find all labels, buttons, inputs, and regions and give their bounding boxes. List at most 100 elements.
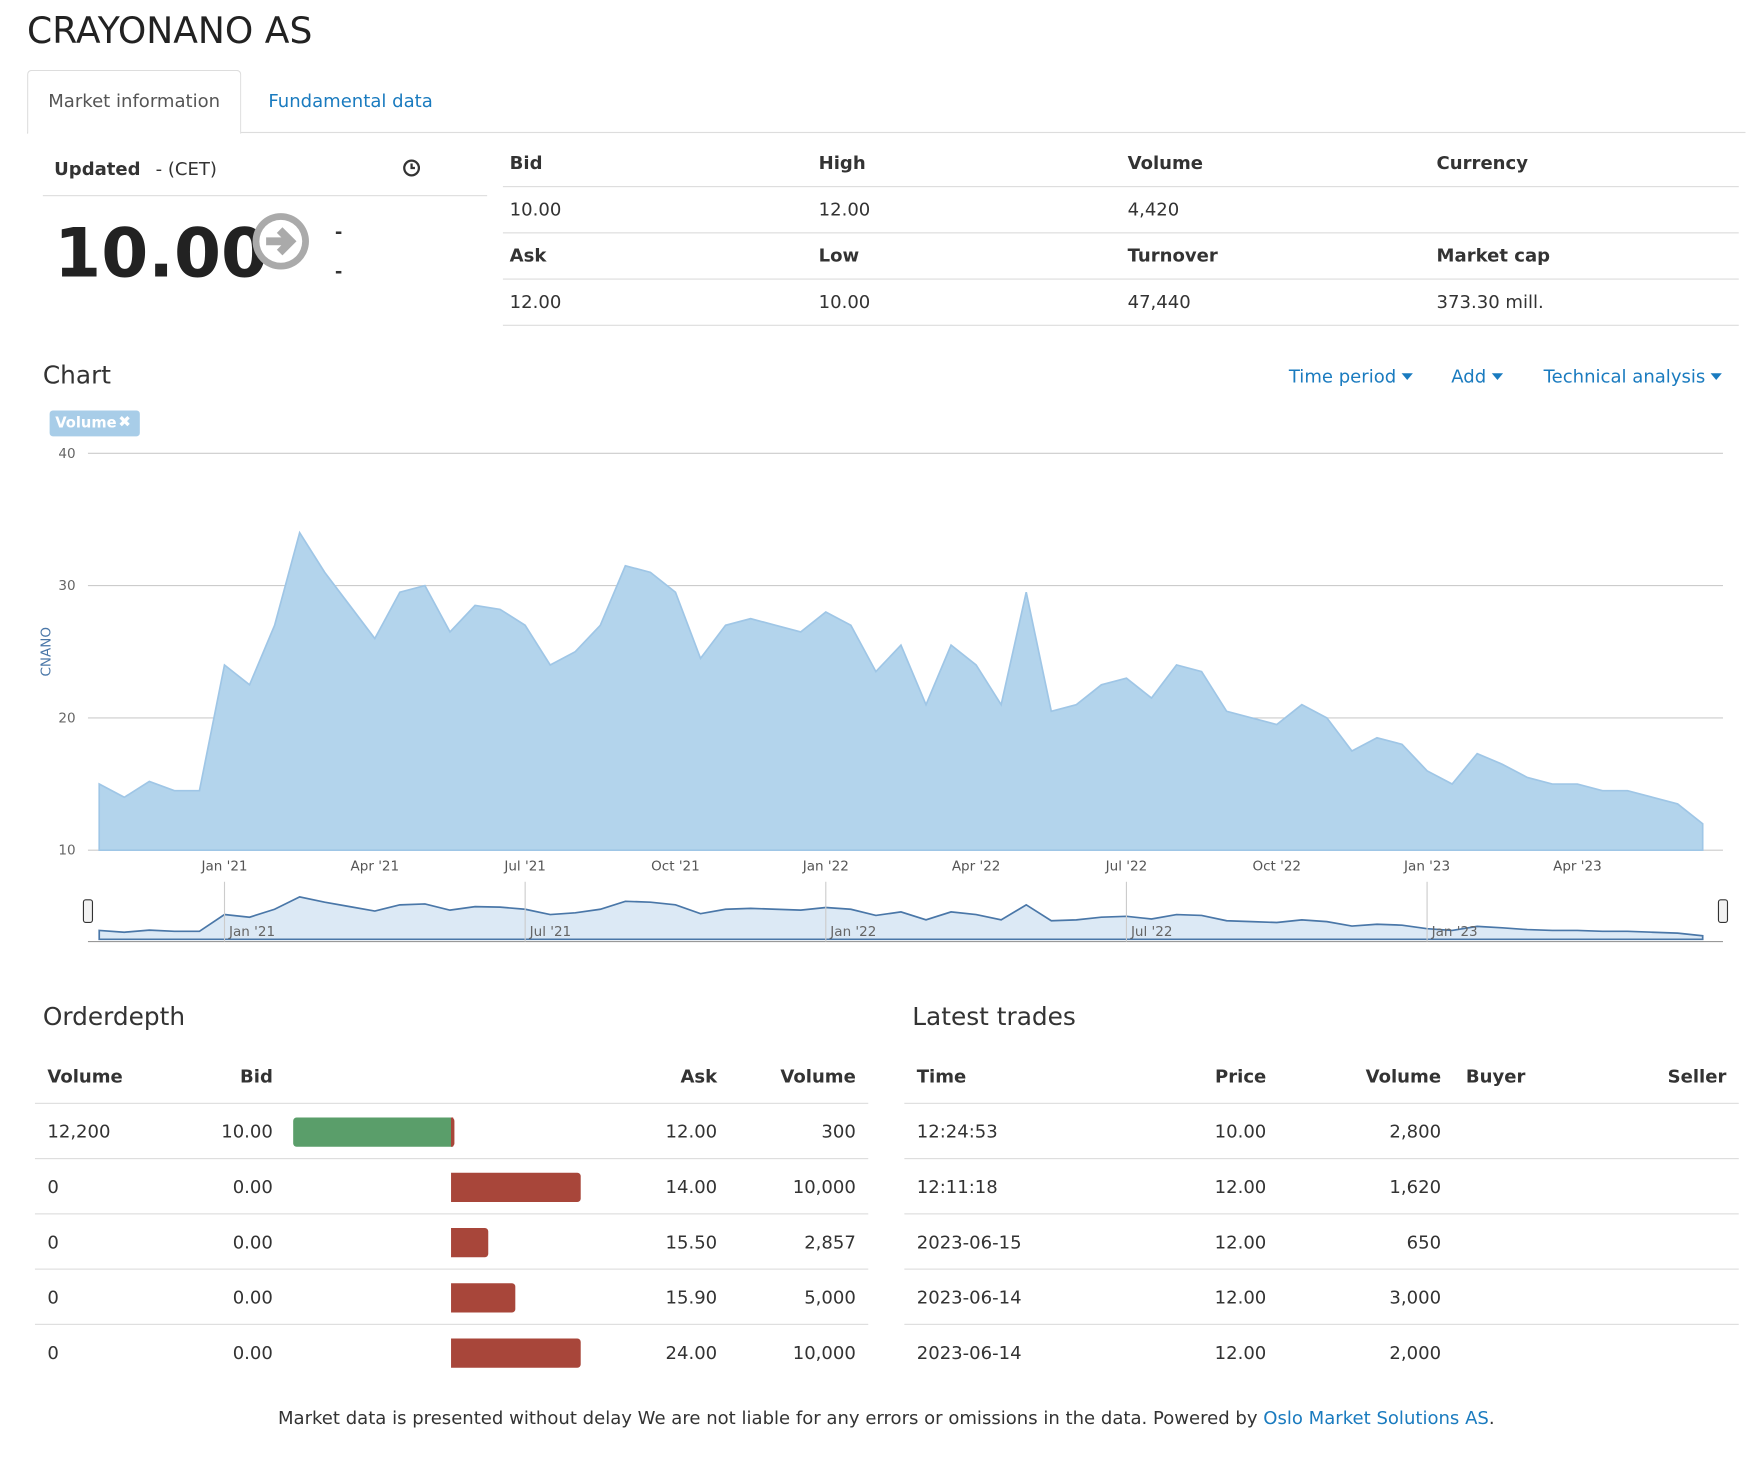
stats-row-border [502,232,1739,234]
cell: 10,000 [792,1176,856,1198]
title: CRAYONANO AS [27,9,313,52]
stats-label: High [818,152,866,174]
row-border [34,1158,869,1160]
header-cell: Seller [1667,1065,1727,1088]
cell: 2,000 [1389,1341,1442,1364]
footer: Market data is presented without delay W… [0,1407,1759,1428]
change: - [334,221,343,243]
header-cell: Volume [780,1065,856,1088]
ask-bar [451,1283,516,1313]
x-tick-label: Apr '22 [952,859,1001,875]
row-border [904,1268,1739,1270]
footer-link[interactable]: Oslo Market Solutions AS [1263,1407,1489,1429]
series-chip[interactable]: Volume [49,410,140,437]
y-axis-title: CNANO [39,627,55,677]
menu[interactable]: Technical analysis [1544,365,1726,387]
arrow-icon [252,213,309,270]
caret [1710,373,1723,381]
stats-label: Bid [509,152,543,174]
cell: 0.00 [232,1176,273,1198]
cell: 3,000 [1389,1286,1442,1309]
menu[interactable]: Add [1451,365,1506,387]
navigator-label: Jan '23 [1431,924,1478,940]
menu[interactable]: Time period [1288,365,1417,387]
cell: 0 [47,1176,59,1198]
chip-close[interactable] [119,415,131,427]
row-border [34,1268,869,1270]
x-tick-label: Oct '21 [651,859,700,875]
stats-row-border [502,278,1739,280]
cell: 15.90 [665,1286,718,1309]
cell: 2023-06-14 [916,1286,1022,1309]
cell: 14.00 [665,1176,718,1198]
x-tick-label: Jan '22 [802,859,849,875]
stats-label: Ask [509,244,547,267]
caret [1401,373,1414,381]
cell: 1,620 [1389,1176,1442,1198]
footer-end: . [1488,1407,1495,1429]
change-pct: - [334,260,343,282]
x-tick-label: Oct '22 [1252,859,1301,875]
y-tick-label: 10 [58,843,75,859]
y-tick-label: 20 [58,710,75,726]
cell: 12.00 [1214,1341,1267,1364]
ask-bar [451,1227,489,1258]
chart: 10 20 30 40 CNANO Jan '21 Apr '21 Jul '21 Oct '2… [39,446,1729,943]
navigator-label: Jan '21 [228,924,275,940]
header-cell: Volume [1365,1065,1442,1088]
cell: 2,857 [804,1231,856,1253]
x-tick-label: Jan '23 [1403,859,1450,875]
section-title: Chart [42,361,112,391]
stats-value: 4,420 [1127,198,1180,220]
cell: 12.00 [1214,1176,1267,1198]
row-border [904,1213,1739,1215]
ask-bar [451,1338,581,1368]
navigator-handle[interactable] [1717,899,1729,923]
header-cell: Volume [47,1065,123,1088]
updated-label: Updated [54,157,141,180]
menu-label: Add [1451,365,1487,387]
tab[interactable]: Fundamental data [268,90,433,112]
navigator-handle[interactable] [82,899,94,923]
stats-label: Market cap [1436,244,1551,267]
cell: 12,200 [47,1120,111,1143]
ask-bar [451,1117,455,1147]
cell: 12:11:18 [916,1176,998,1198]
clock-icon[interactable] [401,158,421,178]
cell: 0.00 [232,1341,273,1364]
cell: 2023-06-14 [916,1341,1022,1364]
cell: 0 [47,1341,59,1364]
stats-label: Turnover [1127,244,1218,267]
cell: 15.50 [665,1231,718,1253]
tab[interactable]: Market information [27,69,242,135]
cell: 300 [821,1120,856,1143]
cell: 0 [47,1286,59,1309]
navigator-label: Jul '22 [1130,924,1173,940]
menu-label: Time period [1288,365,1397,387]
cell: 0.00 [232,1231,273,1253]
cell: 10.00 [1214,1120,1267,1143]
header-border [904,1102,1739,1104]
cell: 12.00 [1214,1231,1267,1253]
x-tick-label: Apr '21 [351,859,400,875]
stats-value: 12.00 [509,290,562,313]
header-cell: Time [916,1065,967,1088]
updated-value: - (CET) [155,157,217,180]
cell: 12.00 [665,1120,718,1143]
stats-row-border [502,324,1739,326]
cell: 650 [1406,1231,1442,1253]
header-cell: Bid [240,1065,273,1088]
header-border [34,1102,869,1104]
x-tick-label: Jul '21 [503,859,546,875]
y-tick-label: 40 [58,446,75,462]
tab-label: Market information [48,90,221,112]
chip-label: Volume [55,414,117,432]
cell: 10,000 [792,1341,856,1364]
header-cell: Ask [680,1065,718,1088]
stats-value: 10.00 [509,198,562,220]
area [98,530,1704,852]
cell: 0 [47,1231,59,1253]
price: 10.00 [54,214,269,294]
stats-value: 12.00 [818,198,871,220]
